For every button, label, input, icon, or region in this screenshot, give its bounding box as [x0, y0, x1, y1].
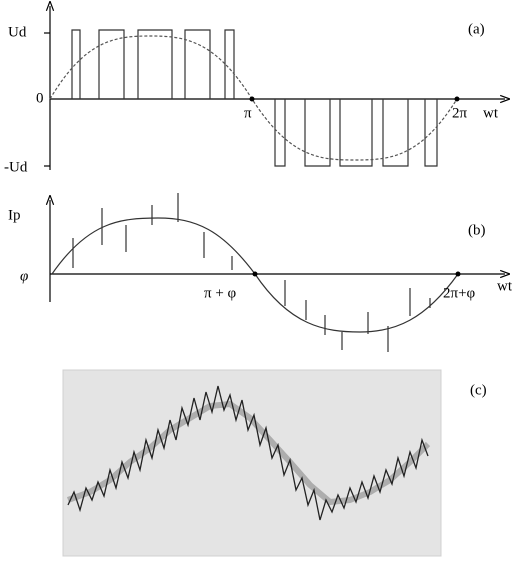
label-ip: Ip	[8, 207, 21, 223]
pwm-pulses	[72, 30, 437, 166]
label-origin: 0	[36, 90, 44, 106]
label-pi: π	[244, 105, 252, 121]
label-2pi-phi: 2π+φ	[443, 285, 476, 301]
figure: Ud 0 -Ud π 2π wt (a) Ip φ π + φ 2π+φ wt …	[0, 0, 519, 562]
panel-label: (a)	[468, 21, 485, 37]
label-2pi: 2π	[452, 105, 468, 121]
panel-label: (c)	[470, 382, 487, 398]
label-wt: wt	[483, 105, 499, 121]
label-ud: Ud	[8, 24, 27, 40]
panel-a: Ud 0 -Ud π 2π wt (a)	[4, 6, 505, 175]
label-phi: φ	[20, 268, 28, 284]
panel-b: Ip φ π + φ 2π+φ wt (b)	[8, 193, 513, 352]
label-pi-phi: π + φ	[204, 285, 237, 301]
label-neg-ud: -Ud	[4, 159, 28, 175]
panel-label: (b)	[468, 222, 486, 238]
point	[456, 272, 461, 277]
oscillogram-background	[63, 370, 441, 556]
point	[455, 97, 460, 102]
point	[253, 272, 258, 277]
label-wt: wt	[497, 278, 513, 294]
point	[250, 97, 255, 102]
current-ripple	[73, 193, 430, 352]
panel-c: (c)	[63, 370, 487, 556]
